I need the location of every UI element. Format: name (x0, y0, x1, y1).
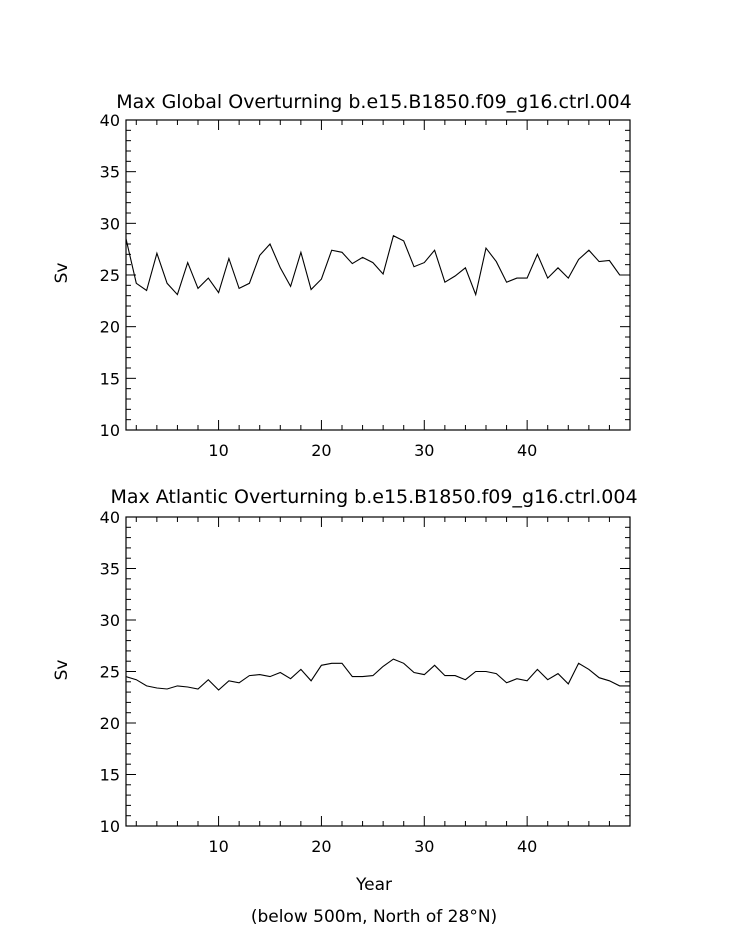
y-tick-label: 35 (100, 560, 120, 579)
y-tick-label: 10 (100, 421, 120, 440)
x-tick-label: 40 (517, 441, 537, 460)
x-tick-label: 20 (311, 441, 331, 460)
tick-labels: 10 15 20 25 30 35 40 10 20 30 40 (100, 508, 538, 856)
y-tick-label: 20 (100, 714, 120, 733)
y-tick-label: 30 (100, 214, 120, 233)
y-tick-label: 30 (100, 611, 120, 630)
atlantic-overturning-panel: Max Atlantic Overturning b.e15.B1850.f09… (52, 486, 638, 927)
x-axis-label: Year (355, 875, 392, 895)
y-tick-label: 35 (100, 163, 120, 182)
axis-ticks (126, 119, 631, 431)
x-tick-label: 40 (517, 837, 537, 856)
x-tick-label: 30 (414, 837, 434, 856)
plot-frame (125, 516, 631, 827)
y-axis-label: Sv (52, 660, 72, 681)
y-tick-label: 40 (100, 111, 120, 130)
y-tick-label: 15 (100, 766, 120, 785)
series-line (125, 234, 630, 297)
axis-ticks (126, 516, 631, 827)
x-tick-label: 30 (414, 441, 434, 460)
chart-title: Max Global Overturning b.e15.B1850.f09_g… (116, 91, 631, 113)
series-line-group (125, 658, 630, 691)
y-tick-label: 25 (100, 663, 120, 682)
plot-frame (125, 119, 631, 431)
series-line (125, 658, 630, 691)
chart-title: Max Atlantic Overturning b.e15.B1850.f09… (110, 486, 637, 508)
y-tick-label: 10 (100, 817, 120, 836)
series-line-group (125, 234, 630, 297)
axis-note: (below 500m, North of 28°N) (251, 907, 497, 927)
y-tick-label: 15 (100, 369, 120, 388)
x-tick-label: 10 (208, 837, 228, 856)
y-tick-label: 25 (100, 266, 120, 285)
global-overturning-panel: Max Global Overturning b.e15.B1850.f09_g… (52, 91, 632, 460)
y-axis-label: Sv (52, 263, 72, 284)
x-tick-label: 20 (311, 837, 331, 856)
y-tick-label: 40 (100, 508, 120, 527)
x-tick-label: 10 (208, 441, 228, 460)
y-tick-label: 20 (100, 318, 120, 337)
tick-labels: 10 15 20 25 30 35 40 10 20 30 40 (100, 111, 538, 460)
